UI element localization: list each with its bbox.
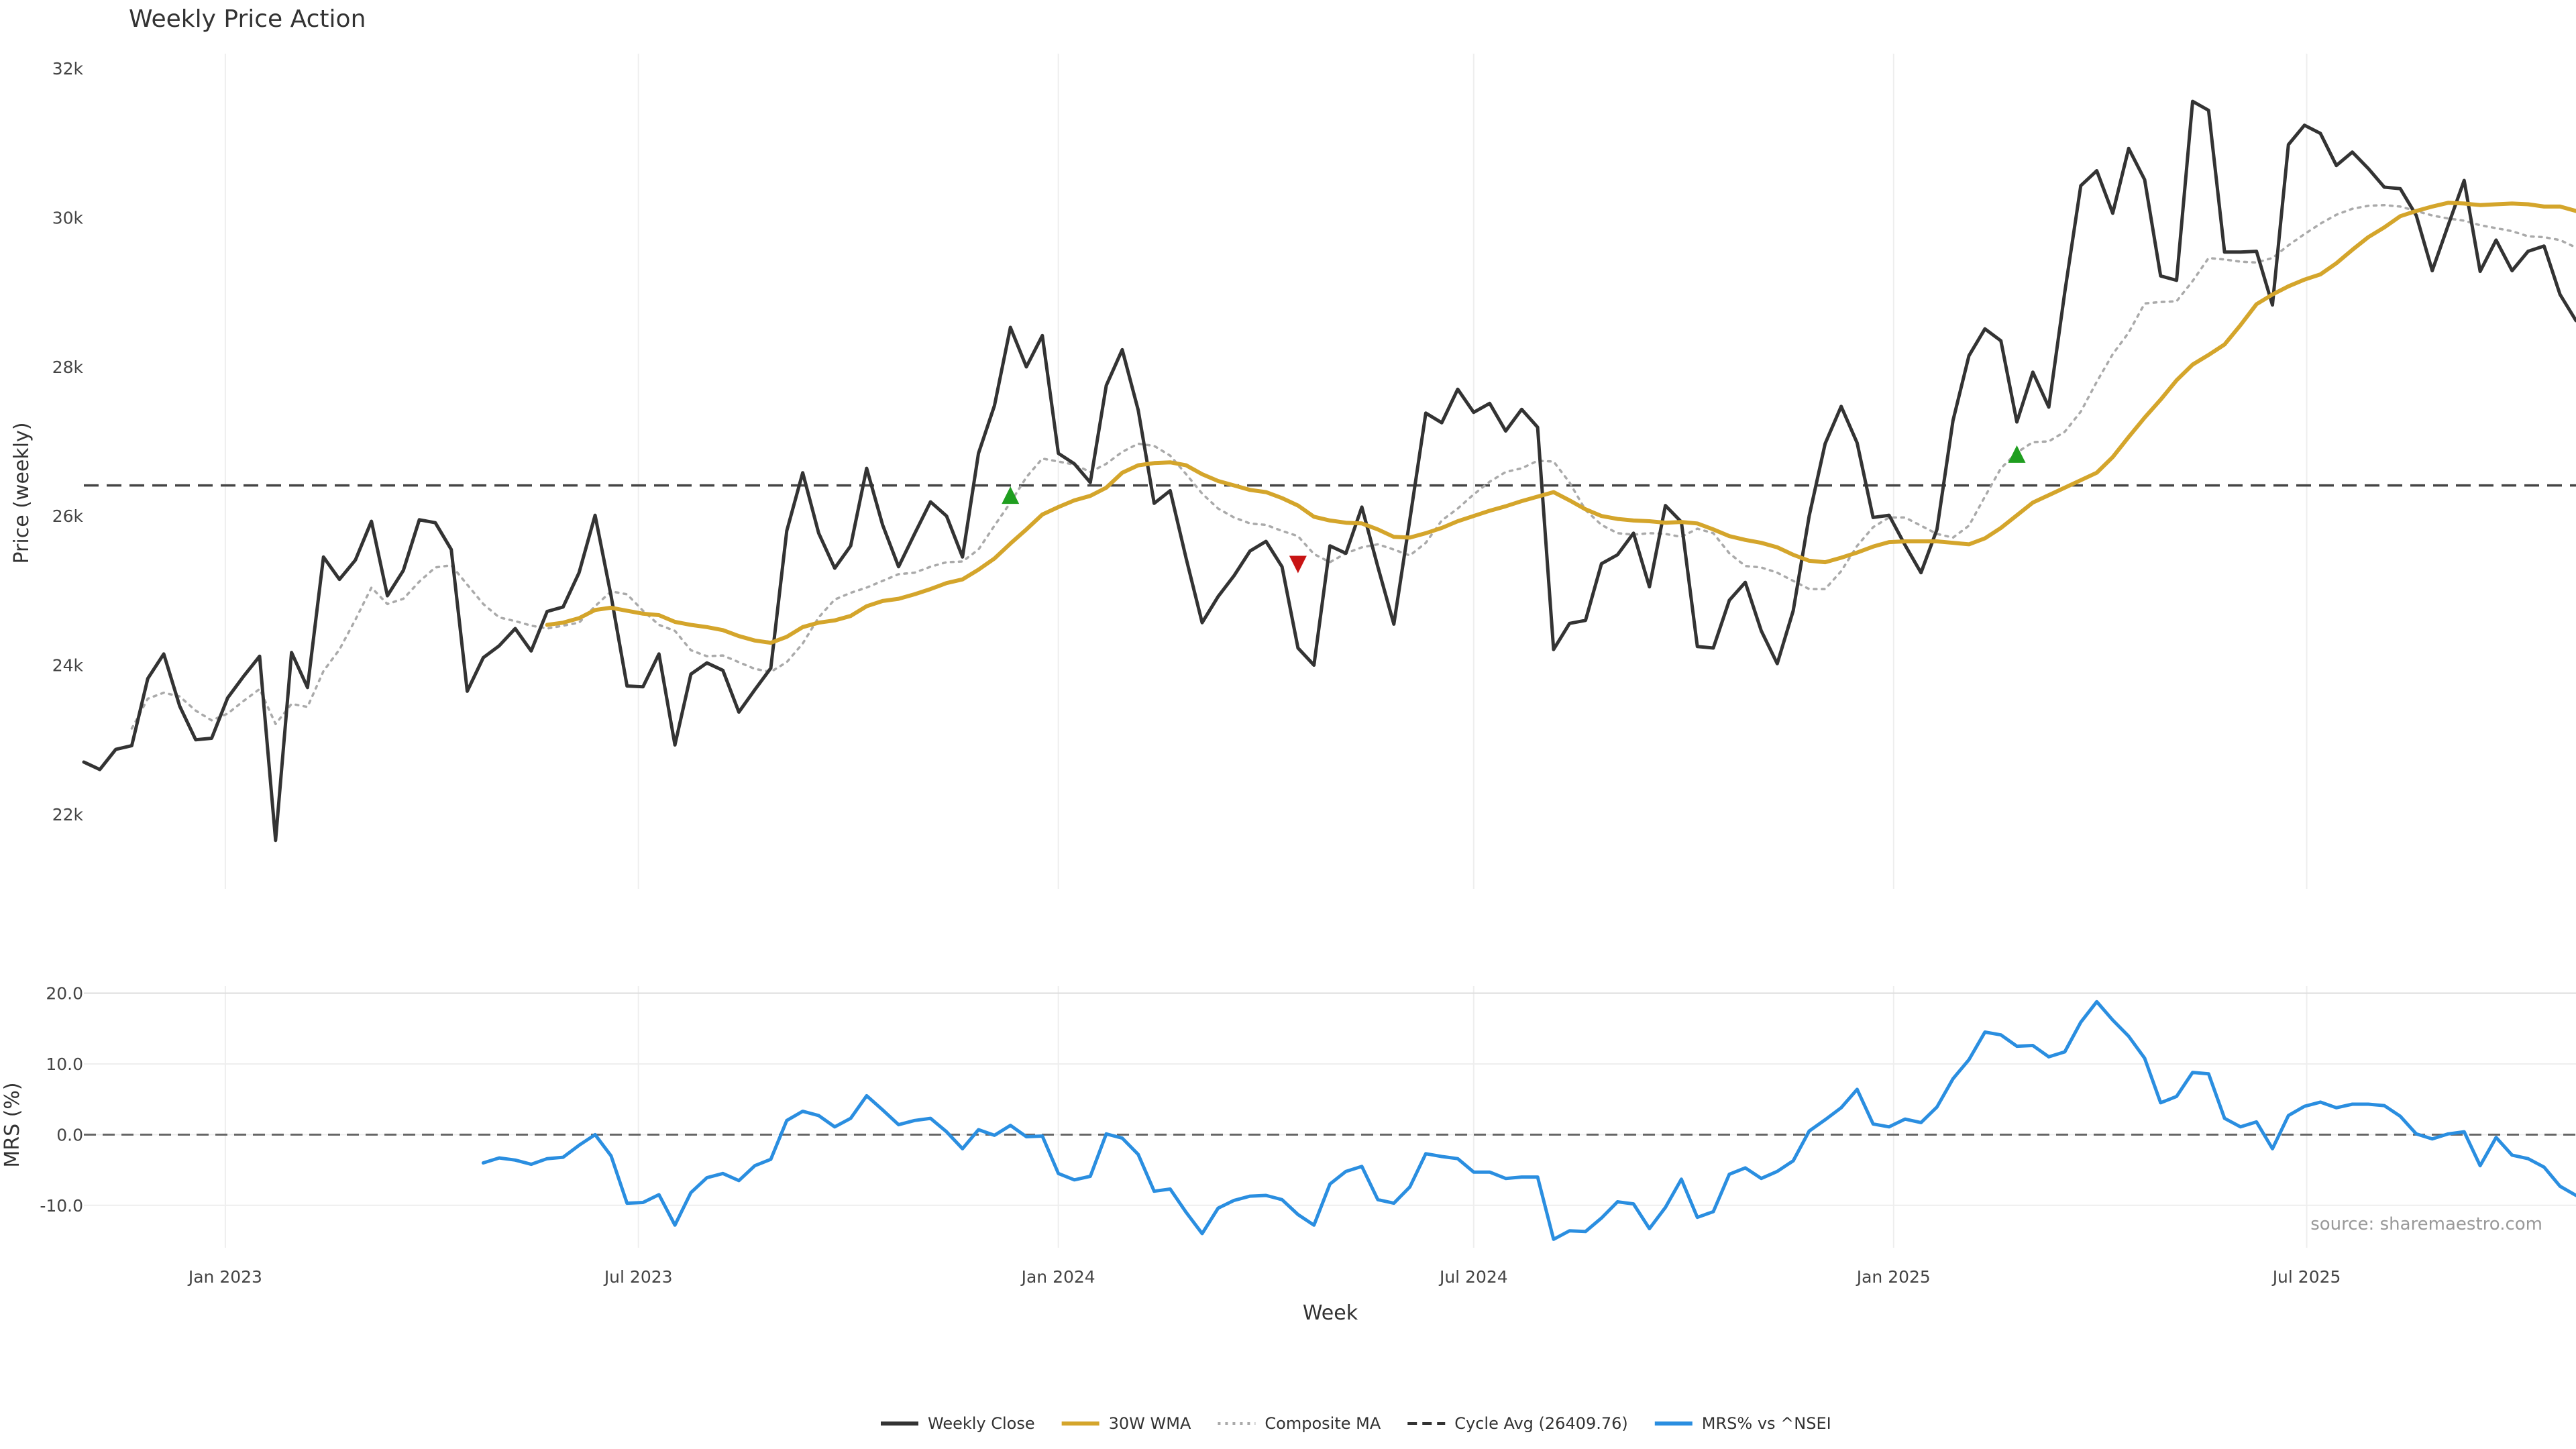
legend-label: Cycle Avg (26409.76) — [1454, 1414, 1628, 1433]
x-tick-label: Jan 2025 — [1856, 1267, 1931, 1287]
mrs-y-tick-label: 20.0 — [46, 984, 83, 1004]
mrs-line — [481, 1000, 2576, 1241]
price-y-tick-label: 22k — [52, 805, 84, 824]
price-y-tick-label: 28k — [52, 358, 84, 377]
source-watermark: source: sharemaestro.com — [2310, 1214, 2542, 1234]
price-y-tick-label: 24k — [52, 656, 84, 676]
price-y-tick-label: 26k — [52, 506, 84, 526]
sell-signal-marker — [1289, 555, 1307, 574]
x-tick-label: Jan 2024 — [1020, 1267, 1095, 1287]
x-tick-label: Jul 2023 — [603, 1267, 673, 1287]
x-tick-label: Jan 2023 — [187, 1267, 262, 1287]
price-chart-title: Weekly Price Action — [129, 5, 366, 33]
weekly-close-line — [82, 99, 2576, 843]
price-y-axis-label: Price (weekly) — [10, 422, 34, 564]
price-y-tick-label: 30k — [52, 209, 84, 228]
legend: Weekly Close 30W WMA Composite MA Cycle Avg… — [881, 1414, 1831, 1433]
legend-label: Weekly Close — [928, 1414, 1035, 1433]
series-layer — [82, 99, 2576, 1241]
mrs-y-tick-label: 0.0 — [56, 1125, 83, 1144]
x-axis-label: Week — [1303, 1301, 1358, 1325]
wma-30w-line — [545, 201, 2576, 645]
mrs-y-tick-label: -10.0 — [40, 1196, 83, 1216]
buy-signal-marker — [2008, 445, 2026, 463]
mrs-y-axis-label: MRS (%) — [1, 1082, 24, 1167]
reference-lines — [84, 484, 2576, 1136]
legend-label: 30W WMA — [1109, 1414, 1191, 1433]
buy-signal-marker — [1002, 486, 1020, 504]
legend-label: MRS% vs ^NSEI — [1702, 1414, 1831, 1433]
price-y-tick-label: 32k — [52, 59, 84, 78]
mrs-y-tick-label: 10.0 — [46, 1055, 83, 1074]
legend-label: Composite MA — [1265, 1414, 1381, 1433]
x-tick-label: Jul 2025 — [2271, 1267, 2341, 1287]
signal-markers — [1002, 445, 2026, 574]
x-tick-label: Jul 2024 — [1438, 1267, 1508, 1287]
tick-labels: Jan 2023 Jul 2023 Jan 2024 Jul 2024 Jan 2025… — [40, 59, 2341, 1287]
